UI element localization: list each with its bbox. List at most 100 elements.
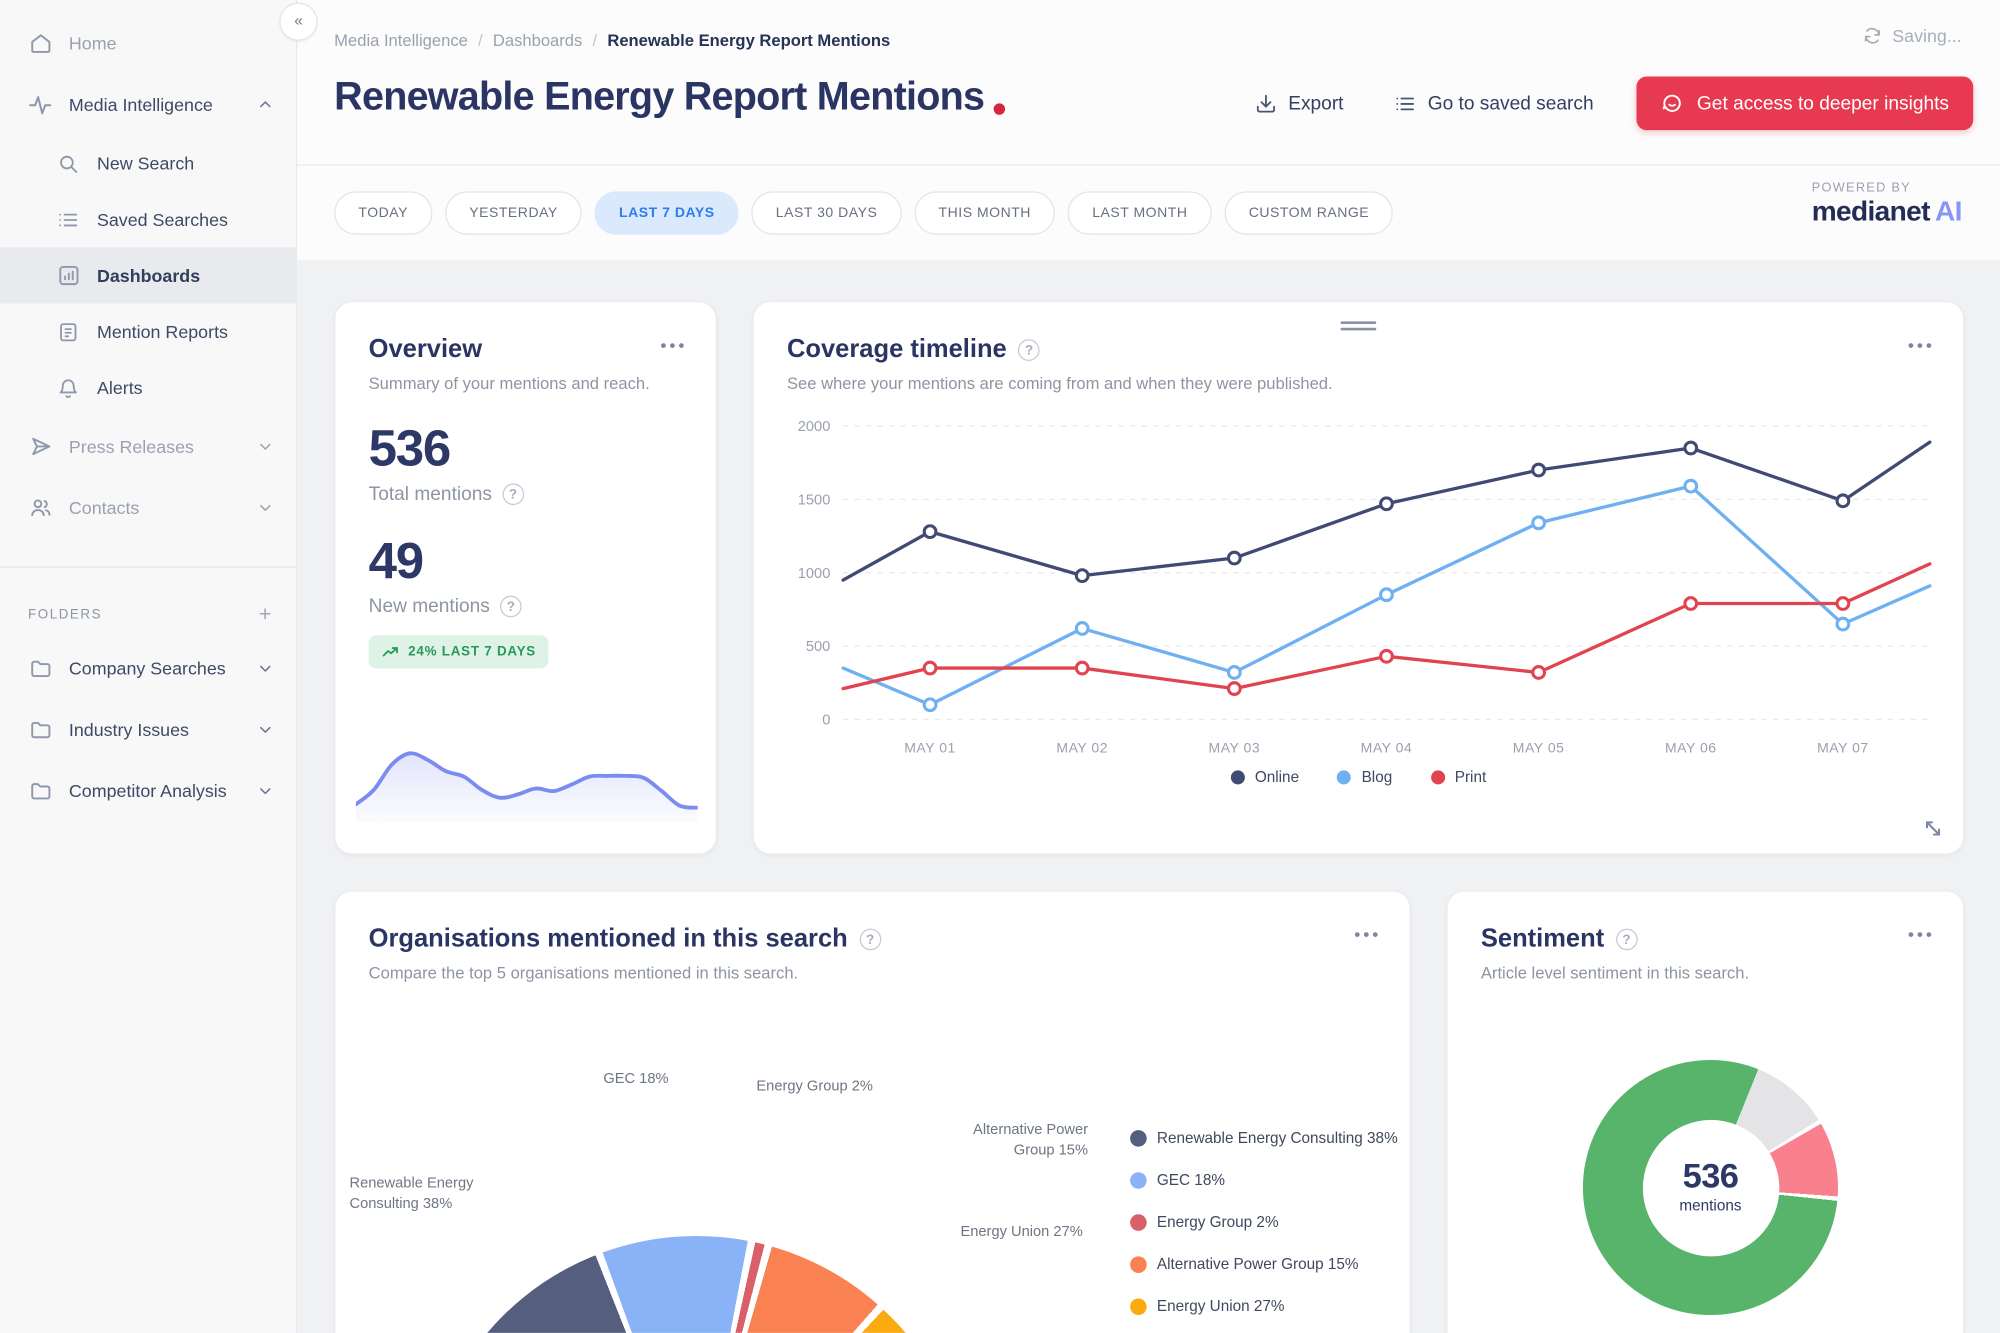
help-icon[interactable]: ? xyxy=(502,483,524,506)
org-legend-item: Alternative Power Group 15% xyxy=(1130,1255,1398,1273)
new-mentions-label: New mentions xyxy=(368,595,490,618)
legend-item-online[interactable]: Online xyxy=(1230,768,1299,786)
org-legend-item: Energy Union 27% xyxy=(1130,1297,1398,1315)
search-icon xyxy=(56,151,80,175)
drag-handle[interactable] xyxy=(1340,318,1377,335)
sidebar-item-label: Saved Searches xyxy=(96,209,228,230)
help-icon[interactable]: ? xyxy=(500,595,522,618)
sidebar-item-media-intelligence[interactable]: Media Intelligence xyxy=(0,74,296,135)
sidebar-item-saved-searches[interactable]: Saved Searches xyxy=(0,191,296,247)
svg-text:MAY 07: MAY 07 xyxy=(1817,740,1869,756)
breadcrumb-item[interactable]: Media Intelligence xyxy=(334,30,468,50)
coverage-timeline-title: Coverage timeline ? xyxy=(787,335,1930,364)
coverage-timeline-chart: 2000 1500 1000 500 0 MAY 01 MAY 02 MAY 03 MAY 04… xyxy=(787,411,1932,758)
legend-item-print[interactable]: Print xyxy=(1430,768,1486,786)
legend-item-blog[interactable]: Blog xyxy=(1337,768,1392,786)
sidebar-folder-competitor-analysis[interactable]: Competitor Analysis xyxy=(0,760,296,821)
org-legend-item: Renewable Energy Consulting 38% xyxy=(1130,1129,1398,1147)
sidebar-item-mention-reports[interactable]: Mention Reports xyxy=(0,304,296,360)
date-filter-yesterday[interactable]: YESTERDAY xyxy=(445,191,583,235)
breadcrumb-current: Renewable Energy Report Mentions xyxy=(607,30,891,50)
sync-icon xyxy=(1862,26,1882,46)
card-menu-icon[interactable]: ••• xyxy=(1907,924,1935,944)
organisations-legend: Renewable Energy Consulting 38% GEC 18% En… xyxy=(1130,1129,1398,1333)
saving-indicator: Saving... xyxy=(1862,26,1962,46)
donut-hole xyxy=(1642,1119,1779,1256)
chevron-down-icon[interactable] xyxy=(258,439,273,454)
page-title: Renewable Energy Report Mentions xyxy=(334,73,985,119)
sentiment-title: Sentiment ? xyxy=(1481,925,1930,954)
breadcrumb-item[interactable]: Dashboards xyxy=(492,30,583,50)
header-actions: Export Go to saved search Get access to … xyxy=(1247,76,1974,131)
trend-badge-label: 24% LAST 7 DAYS xyxy=(408,644,537,660)
help-icon[interactable]: ? xyxy=(859,928,881,951)
sidebar-item-home[interactable]: Home xyxy=(0,13,296,74)
card-menu-icon[interactable]: ••• xyxy=(1354,924,1382,944)
add-folder-icon[interactable]: + xyxy=(258,602,273,627)
sidebar-item-new-search[interactable]: New Search xyxy=(0,135,296,191)
date-filter-last-30-days[interactable]: LAST 30 DAYS xyxy=(751,191,902,235)
brand-dot xyxy=(993,102,1005,115)
date-filter-pills: TODAY YESTERDAY LAST 7 DAYS LAST 30 DAYS… xyxy=(334,191,1394,235)
donut-callout-label: Renewable Energy Consulting 38% xyxy=(349,1176,474,1212)
sidebar-collapse-button[interactable]: « xyxy=(279,2,318,41)
help-icon[interactable]: ? xyxy=(1615,928,1638,951)
get-insights-button[interactable]: Get access to deeper insights xyxy=(1636,76,1974,131)
coverage-timeline-card: ••• Coverage timeline ? See where your m… xyxy=(752,301,1965,855)
speech-bubble-icon xyxy=(1661,92,1684,115)
sidebar-folder-industry-issues[interactable]: Industry Issues xyxy=(0,699,296,760)
trend-badge: 24% LAST 7 DAYS xyxy=(368,635,549,669)
total-mentions-label: Total mentions xyxy=(368,483,492,506)
sidebar-item-dashboards[interactable]: Dashboards xyxy=(0,247,296,304)
organisations-card: ••• Organisations mentioned in this sear… xyxy=(334,890,1411,1333)
sentiment-center-label: 536 mentions xyxy=(1647,1157,1775,1214)
chevron-down-icon[interactable] xyxy=(258,783,273,798)
overview-sparkline-chart xyxy=(355,741,698,823)
chevron-down-icon[interactable] xyxy=(258,722,273,737)
legend-label: Energy Union 27% xyxy=(1156,1297,1285,1316)
folders-header: FOLDERS + xyxy=(0,585,296,637)
sidebar-item-press-releases[interactable]: Press Releases xyxy=(0,416,296,477)
legend-label: Blog xyxy=(1361,767,1393,786)
date-filter-last-7-days[interactable]: LAST 7 DAYS xyxy=(594,191,739,235)
sidebar-item-label: New Search xyxy=(96,153,195,174)
legend-dot xyxy=(1130,1213,1147,1231)
sidebar-item-contacts[interactable]: Contacts xyxy=(0,477,296,538)
sentiment-total-value: 536 xyxy=(1682,1156,1739,1196)
date-filter-today[interactable]: TODAY xyxy=(334,191,433,235)
coverage-timeline-subtitle: See where your mentions are coming from … xyxy=(786,373,1333,393)
list-icon xyxy=(1395,92,1417,114)
organisations-title: Organisations mentioned in this search ? xyxy=(369,925,1377,954)
new-mentions-stat: 49 New mentions ? xyxy=(368,533,683,618)
export-button[interactable]: Export xyxy=(1247,91,1351,115)
organisations-donut xyxy=(422,1235,971,1333)
sidebar-folder-company-searches[interactable]: Company Searches xyxy=(0,638,296,699)
list-icon xyxy=(56,207,80,231)
legend-label: GEC 18% xyxy=(1156,1170,1225,1189)
breadcrumb: Media Intelligence / Dashboards / Renewa… xyxy=(334,31,890,50)
org-legend-item: GEC 18% xyxy=(1130,1171,1398,1189)
sentiment-card: ••• Sentiment ? Article level sentiment … xyxy=(1446,890,1965,1333)
help-icon[interactable]: ? xyxy=(1018,339,1040,361)
chevron-down-icon[interactable] xyxy=(258,500,273,515)
overview-title: Overview xyxy=(368,335,483,364)
svg-text:500: 500 xyxy=(806,639,830,655)
card-menu-icon[interactable]: ••• xyxy=(1907,335,1935,355)
date-filter-this-month[interactable]: THIS MONTH xyxy=(914,191,1056,235)
chevron-down-icon[interactable] xyxy=(258,661,273,676)
main-area: Media Intelligence / Dashboards / Renewa… xyxy=(297,0,2000,1333)
card-menu-icon[interactable]: ••• xyxy=(660,335,688,355)
pulse-icon xyxy=(28,92,52,116)
saved-search-label: Go to saved search xyxy=(1427,92,1594,115)
legend-label: Alternative Power Group 15% xyxy=(1156,1255,1359,1273)
organisations-subtitle: Compare the top 5 organisations mentione… xyxy=(368,963,799,983)
svg-text:MAY 01: MAY 01 xyxy=(904,740,956,756)
date-filter-last-month[interactable]: LAST MONTH xyxy=(1067,191,1212,235)
go-to-saved-search-button[interactable]: Go to saved search xyxy=(1387,91,1601,115)
page-header: Media Intelligence / Dashboards / Renewa… xyxy=(297,0,2000,166)
chevron-up-icon[interactable] xyxy=(258,97,273,112)
date-filter-custom-range[interactable]: CUSTOM RANGE xyxy=(1224,191,1394,235)
sidebar-item-alerts[interactable]: Alerts xyxy=(0,360,296,416)
contacts-icon xyxy=(28,496,52,520)
expand-icon[interactable] xyxy=(1921,816,1945,840)
